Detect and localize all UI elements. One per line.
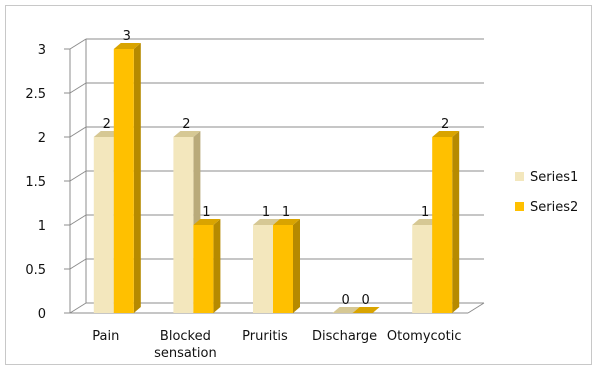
- data-label: 0: [341, 293, 349, 308]
- data-label: 1: [421, 205, 429, 220]
- bar-side: [133, 43, 141, 313]
- bar-top: [432, 131, 460, 137]
- bar: [193, 225, 214, 313]
- x-tick-label: Pain: [92, 329, 119, 344]
- y-tick-label: 1: [38, 219, 46, 234]
- y-tick-label: 2.5: [25, 87, 46, 102]
- x-tick-label: sensation: [154, 346, 217, 361]
- y-tick-label: 3: [38, 43, 46, 58]
- legend-swatch: [515, 202, 524, 211]
- bar-side: [213, 219, 221, 313]
- data-label: 2: [103, 117, 111, 132]
- bar: [173, 137, 194, 313]
- data-label: 3: [123, 29, 131, 44]
- bar-top: [253, 219, 280, 225]
- x-tick-label: Blocked: [160, 329, 211, 344]
- floor-edge: [467, 302, 485, 314]
- data-label: 2: [182, 117, 190, 132]
- bar-top: [193, 219, 221, 225]
- bar: [113, 49, 134, 313]
- bar-side: [293, 219, 300, 313]
- bar: [273, 225, 293, 313]
- y-tick-label: 0: [38, 307, 46, 322]
- y-tick-label: 0.5: [25, 263, 46, 278]
- data-label: 0: [361, 293, 369, 308]
- gridline-depth: [69, 214, 87, 226]
- x-tick-label: Discharge: [312, 329, 377, 344]
- y-tick-label: 2: [38, 131, 46, 146]
- gridline-depth: [69, 38, 87, 50]
- bar-side: [452, 131, 460, 313]
- data-label: 1: [262, 205, 270, 220]
- bar-top: [332, 307, 360, 313]
- data-label: 2: [441, 117, 449, 132]
- bar-top: [113, 43, 141, 49]
- x-tick-label: Pruritis: [242, 329, 288, 344]
- y-tick-label: 1.5: [25, 175, 46, 190]
- x-tick-label: Otomycotic: [387, 329, 462, 344]
- bar: [412, 225, 433, 313]
- chart-frame: 0 0.5 1 1.5 2 2.5 3 2 3 2 1 1 1 0 0 1 2 Pain Blocked sensat…: [5, 5, 592, 365]
- legend-label: Series1: [530, 170, 578, 185]
- gridline-depth: [69, 126, 87, 138]
- bar-top: [173, 131, 201, 137]
- data-label: 1: [202, 205, 210, 220]
- gridline-depth: [69, 258, 87, 270]
- bar-top: [352, 307, 380, 313]
- legend-swatch: [515, 172, 524, 181]
- gridline-depth: [69, 302, 87, 314]
- bar: [253, 225, 273, 313]
- gridline-depth: [69, 82, 87, 94]
- legend-label: Series2: [530, 200, 578, 215]
- bar-top: [273, 219, 300, 225]
- bar: [93, 137, 114, 313]
- bar: [432, 137, 453, 313]
- data-label: 1: [282, 205, 290, 220]
- gridline-depth: [69, 170, 87, 182]
